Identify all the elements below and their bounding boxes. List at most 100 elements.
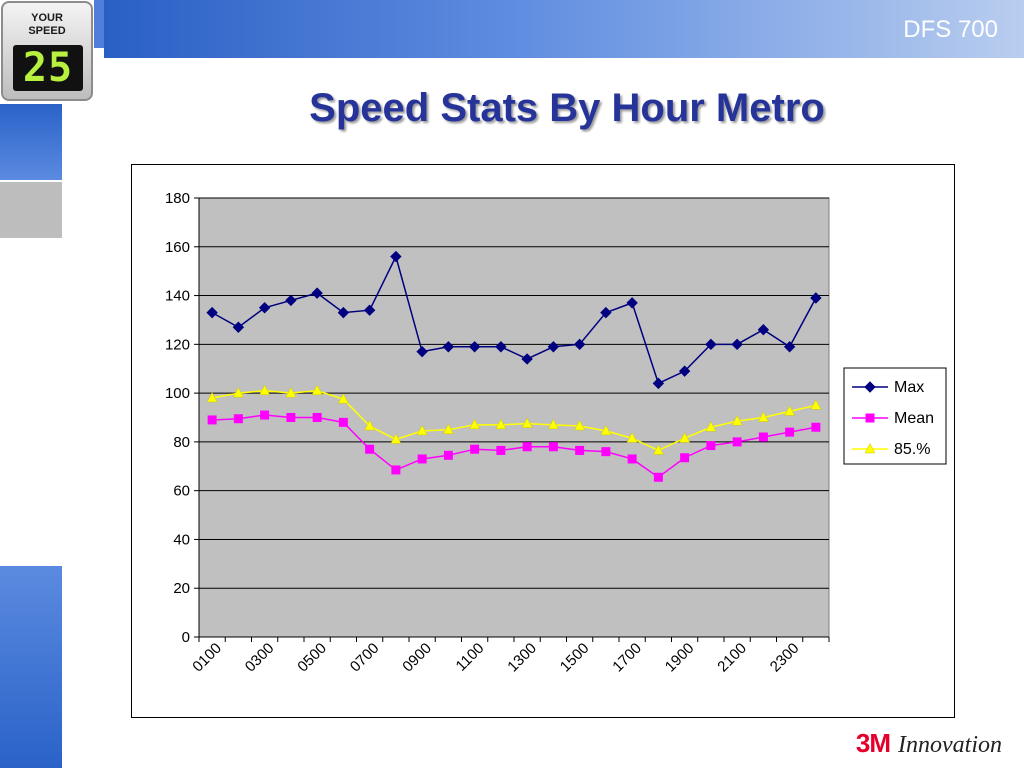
legend-label-mean: Mean bbox=[894, 410, 934, 427]
x-tick-label: 1500 bbox=[557, 640, 593, 676]
legend bbox=[843, 367, 947, 465]
sign-line-2: SPEED bbox=[28, 25, 66, 37]
x-tick-label: 1300 bbox=[504, 640, 540, 676]
data-point-mean bbox=[286, 413, 296, 422]
data-point-max bbox=[206, 306, 218, 319]
y-tick-label: 140 bbox=[165, 288, 190, 305]
data-point-max bbox=[547, 341, 560, 353]
data-point-max bbox=[600, 306, 612, 319]
x-tick-label: 1700 bbox=[609, 640, 645, 676]
legend-marker-85 bbox=[864, 442, 876, 454]
data-point-mean bbox=[601, 447, 611, 457]
data-point-max bbox=[311, 287, 323, 299]
sign-line-1: YOUR bbox=[31, 12, 63, 24]
data-point-85 bbox=[626, 432, 638, 443]
data-point-max bbox=[495, 341, 507, 353]
data-point-85 bbox=[731, 415, 743, 426]
data-point-max bbox=[285, 294, 297, 307]
header-accent-strip bbox=[94, 0, 104, 48]
chart-frame: 0 20 40 60 80 100 120 140 160 180 0100 0300 0500 0700… bbox=[131, 164, 955, 718]
data-point-max bbox=[442, 341, 455, 353]
data-point-max bbox=[337, 306, 350, 319]
data-point-max bbox=[521, 353, 533, 365]
data-point-mean bbox=[365, 444, 375, 454]
data-point-85 bbox=[390, 433, 402, 444]
data-point-mean bbox=[391, 465, 401, 475]
data-point-max bbox=[652, 377, 665, 390]
data-point-85 bbox=[757, 411, 769, 422]
data-point-85 bbox=[495, 418, 507, 430]
data-point-max bbox=[810, 292, 822, 304]
x-tick-label: 1900 bbox=[662, 640, 698, 676]
x-tick-label: 0300 bbox=[242, 640, 278, 676]
data-point-mean bbox=[417, 454, 427, 464]
data-point-85 bbox=[810, 399, 822, 410]
data-point-mean bbox=[548, 442, 558, 452]
legend-label-max: Max bbox=[894, 379, 924, 396]
x-tick-label: 2300 bbox=[767, 640, 803, 676]
data-point-mean bbox=[785, 427, 795, 437]
data-point-85 bbox=[364, 419, 376, 431]
data-point-max bbox=[573, 338, 586, 351]
data-point-mean bbox=[758, 432, 768, 442]
data-point-85 bbox=[206, 391, 218, 403]
data-point-85 bbox=[285, 387, 297, 398]
data-point-max bbox=[390, 250, 402, 263]
y-tick-label: 20 bbox=[173, 580, 190, 597]
legend-label-85: 85.% bbox=[894, 441, 930, 458]
data-point-mean bbox=[338, 417, 348, 427]
data-point-mean bbox=[653, 472, 663, 482]
data-point-max bbox=[705, 338, 717, 351]
header-title: DFS 700 bbox=[903, 16, 998, 43]
data-point-85 bbox=[679, 432, 691, 443]
legend-marker-max bbox=[864, 381, 876, 393]
data-point-85 bbox=[784, 405, 796, 416]
data-point-mean bbox=[811, 422, 821, 432]
y-tick-label: 80 bbox=[173, 434, 190, 451]
header-bar: DFS 700 bbox=[104, 0, 1024, 58]
data-point-max bbox=[416, 345, 428, 358]
y-tick-label: 120 bbox=[165, 336, 190, 353]
data-point-mean bbox=[522, 442, 532, 452]
side-decor-block bbox=[0, 104, 62, 180]
data-point-max bbox=[258, 302, 271, 314]
brand-tagline: Innovation bbox=[898, 732, 1002, 758]
sign-speed-display: 25 bbox=[13, 45, 83, 91]
y-tick-label: 0 bbox=[182, 629, 190, 646]
data-point-85 bbox=[337, 393, 349, 404]
data-point-85 bbox=[521, 417, 533, 428]
data-point-mean bbox=[496, 445, 506, 455]
y-tick-label: 60 bbox=[173, 483, 190, 500]
y-tick-label: 40 bbox=[173, 531, 190, 548]
data-point-mean bbox=[732, 437, 742, 447]
data-point-85 bbox=[442, 423, 454, 434]
data-point-max bbox=[232, 321, 245, 333]
x-tick-label: 0900 bbox=[399, 640, 435, 676]
data-point-mean bbox=[680, 453, 690, 463]
data-point-mean bbox=[312, 413, 322, 422]
data-point-85 bbox=[600, 424, 612, 436]
side-decor-block bbox=[0, 566, 62, 768]
y-tick-label: 180 bbox=[165, 190, 190, 207]
data-point-mean bbox=[575, 445, 585, 455]
data-point-max bbox=[678, 365, 691, 377]
data-point-mean bbox=[706, 441, 716, 451]
data-point-max bbox=[626, 297, 638, 309]
data-point-mean bbox=[260, 410, 270, 420]
x-tick-label: 0500 bbox=[294, 640, 330, 676]
data-point-85 bbox=[547, 418, 559, 430]
side-decor-block bbox=[0, 182, 62, 238]
data-point-mean bbox=[470, 444, 480, 454]
y-tick-label: 100 bbox=[165, 385, 190, 402]
y-tick-label: 160 bbox=[165, 239, 190, 256]
speed-sign-logo: YOUR SPEED 25 bbox=[1, 1, 93, 101]
data-point-mean bbox=[233, 414, 243, 424]
x-tick-label: 0100 bbox=[189, 640, 225, 676]
data-point-max bbox=[468, 341, 481, 353]
data-point-85 bbox=[259, 384, 271, 395]
data-point-85 bbox=[652, 444, 664, 455]
footer-logo: 3M Innovation bbox=[856, 728, 1002, 759]
slide-title: Speed Stats By Hour Metro bbox=[309, 86, 825, 130]
data-point-mean bbox=[443, 450, 453, 460]
x-tick-label: 2100 bbox=[714, 640, 750, 676]
